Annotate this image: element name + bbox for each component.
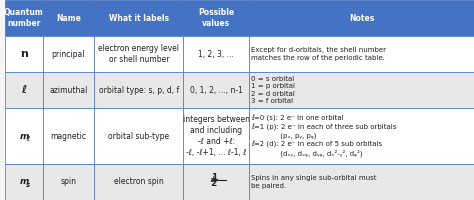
FancyBboxPatch shape xyxy=(94,0,183,36)
FancyBboxPatch shape xyxy=(43,72,94,108)
Text: m: m xyxy=(19,132,28,141)
FancyBboxPatch shape xyxy=(249,72,474,108)
Text: 2: 2 xyxy=(210,179,217,188)
FancyBboxPatch shape xyxy=(43,36,94,72)
Text: What it labels: What it labels xyxy=(109,14,169,23)
FancyBboxPatch shape xyxy=(183,108,249,164)
Text: Except for d-orbitals, the shell number
matches the row of the periodic table.: Except for d-orbitals, the shell number … xyxy=(251,47,386,61)
Text: ℓ: ℓ xyxy=(21,85,27,95)
FancyBboxPatch shape xyxy=(183,0,249,36)
FancyBboxPatch shape xyxy=(249,108,474,164)
Text: ±: ± xyxy=(210,175,216,184)
Text: spin: spin xyxy=(61,177,76,186)
FancyBboxPatch shape xyxy=(5,108,43,164)
FancyBboxPatch shape xyxy=(249,36,474,72)
FancyBboxPatch shape xyxy=(5,164,43,200)
Text: electron energy level
or shell number: electron energy level or shell number xyxy=(98,44,179,64)
FancyBboxPatch shape xyxy=(43,164,94,200)
FancyBboxPatch shape xyxy=(5,36,43,72)
Text: azimuthal: azimuthal xyxy=(49,86,88,95)
FancyBboxPatch shape xyxy=(94,164,183,200)
Text: integers between
and including
-ℓ and +ℓ:
-ℓ, -ℓ+1, ... ℓ-1, ℓ: integers between and including -ℓ and +ℓ… xyxy=(182,115,250,157)
Text: Quantum
number: Quantum number xyxy=(4,8,44,28)
Text: 1: 1 xyxy=(210,173,217,182)
Text: ℓ=0 (s): 2 e⁻ in one orbital
ℓ=1 (p): 2 e⁻ in each of three sub orbitals
       : ℓ=0 (s): 2 e⁻ in one orbital ℓ=1 (p): 2 … xyxy=(251,115,397,157)
FancyBboxPatch shape xyxy=(43,108,94,164)
FancyBboxPatch shape xyxy=(94,36,183,72)
Text: s: s xyxy=(26,182,30,188)
Text: Name: Name xyxy=(56,14,81,23)
Text: principal: principal xyxy=(52,50,85,59)
FancyBboxPatch shape xyxy=(43,0,94,36)
FancyBboxPatch shape xyxy=(5,0,43,36)
Text: 0 = s orbital
1 = p orbital
2 = d orbital
3 = f orbital: 0 = s orbital 1 = p orbital 2 = d orbita… xyxy=(251,76,295,104)
Text: orbital sub-type: orbital sub-type xyxy=(108,132,169,141)
Text: orbital type: s, p, d, f: orbital type: s, p, d, f xyxy=(99,86,179,95)
Text: Spins in any single sub-orbital must
be paired.: Spins in any single sub-orbital must be … xyxy=(251,175,377,189)
Text: 1, 2, 3, ...: 1, 2, 3, ... xyxy=(198,50,234,59)
Text: 0, 1, 2, ..., n-1: 0, 1, 2, ..., n-1 xyxy=(190,86,243,95)
Text: ℓ: ℓ xyxy=(26,136,29,142)
Text: Notes: Notes xyxy=(349,14,374,23)
Text: electron spin: electron spin xyxy=(114,177,164,186)
FancyBboxPatch shape xyxy=(94,108,183,164)
FancyBboxPatch shape xyxy=(249,0,474,36)
Text: m: m xyxy=(19,177,28,186)
FancyBboxPatch shape xyxy=(249,164,474,200)
FancyBboxPatch shape xyxy=(5,72,43,108)
Text: magnetic: magnetic xyxy=(50,132,86,141)
FancyBboxPatch shape xyxy=(183,36,249,72)
FancyBboxPatch shape xyxy=(94,72,183,108)
Text: n: n xyxy=(20,49,28,59)
FancyBboxPatch shape xyxy=(183,164,249,200)
Text: Possible
values: Possible values xyxy=(198,8,234,28)
FancyBboxPatch shape xyxy=(183,72,249,108)
